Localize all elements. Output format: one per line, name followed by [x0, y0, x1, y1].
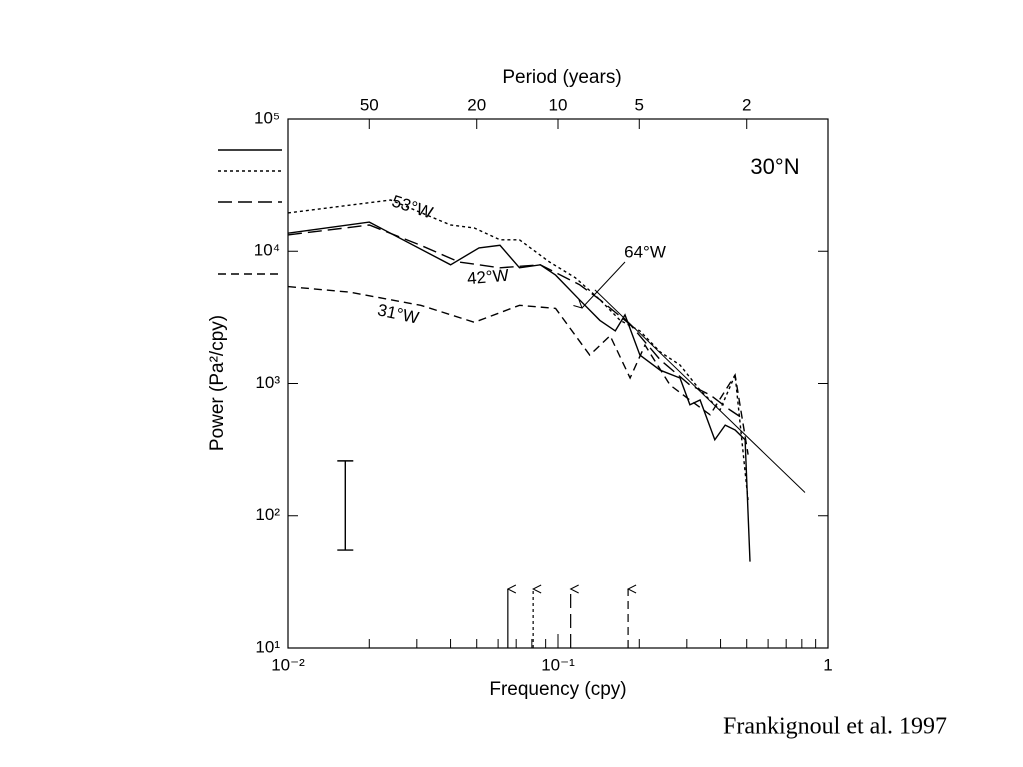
y-tick-label: 10⁴	[254, 241, 280, 260]
x-tick-label: 10⁻²	[271, 655, 305, 674]
y-tick-label: 10¹	[255, 637, 280, 656]
x-axis-title: Frequency (cpy)	[489, 679, 626, 700]
citation: Frankignoul et al. 1997	[723, 714, 947, 740]
plot-frame	[287, 118, 829, 649]
series-line	[287, 221, 751, 562]
panel-label: 30°N	[750, 154, 799, 179]
y-axis-title: Power (Pa²/cpy)	[207, 315, 228, 451]
series-line	[287, 224, 746, 421]
series-line	[287, 199, 749, 501]
series-label: 53°W	[390, 192, 436, 223]
error-bar	[337, 460, 354, 551]
x2-tick-label: 5	[635, 95, 644, 114]
y-tick-label: 10⁵	[254, 108, 280, 127]
label-pointer	[582, 261, 626, 308]
y-tick-label: 10²	[255, 505, 280, 524]
series-label: 42°W	[466, 266, 509, 289]
series-label: 64°W	[624, 242, 666, 261]
x2-axis-title: Period (years)	[502, 67, 621, 88]
reference-line	[594, 289, 806, 493]
x-tick-label: 1	[823, 655, 832, 674]
x2-tick-label: 2	[742, 95, 751, 114]
series-label: 31°W	[376, 300, 421, 327]
x2-tick-label: 50	[360, 95, 379, 114]
x2-tick-label: 10	[549, 95, 568, 114]
x-tick-label: 10⁻¹	[541, 655, 575, 674]
y-tick-label: 10³	[255, 373, 280, 392]
x2-tick-label: 20	[467, 95, 486, 114]
